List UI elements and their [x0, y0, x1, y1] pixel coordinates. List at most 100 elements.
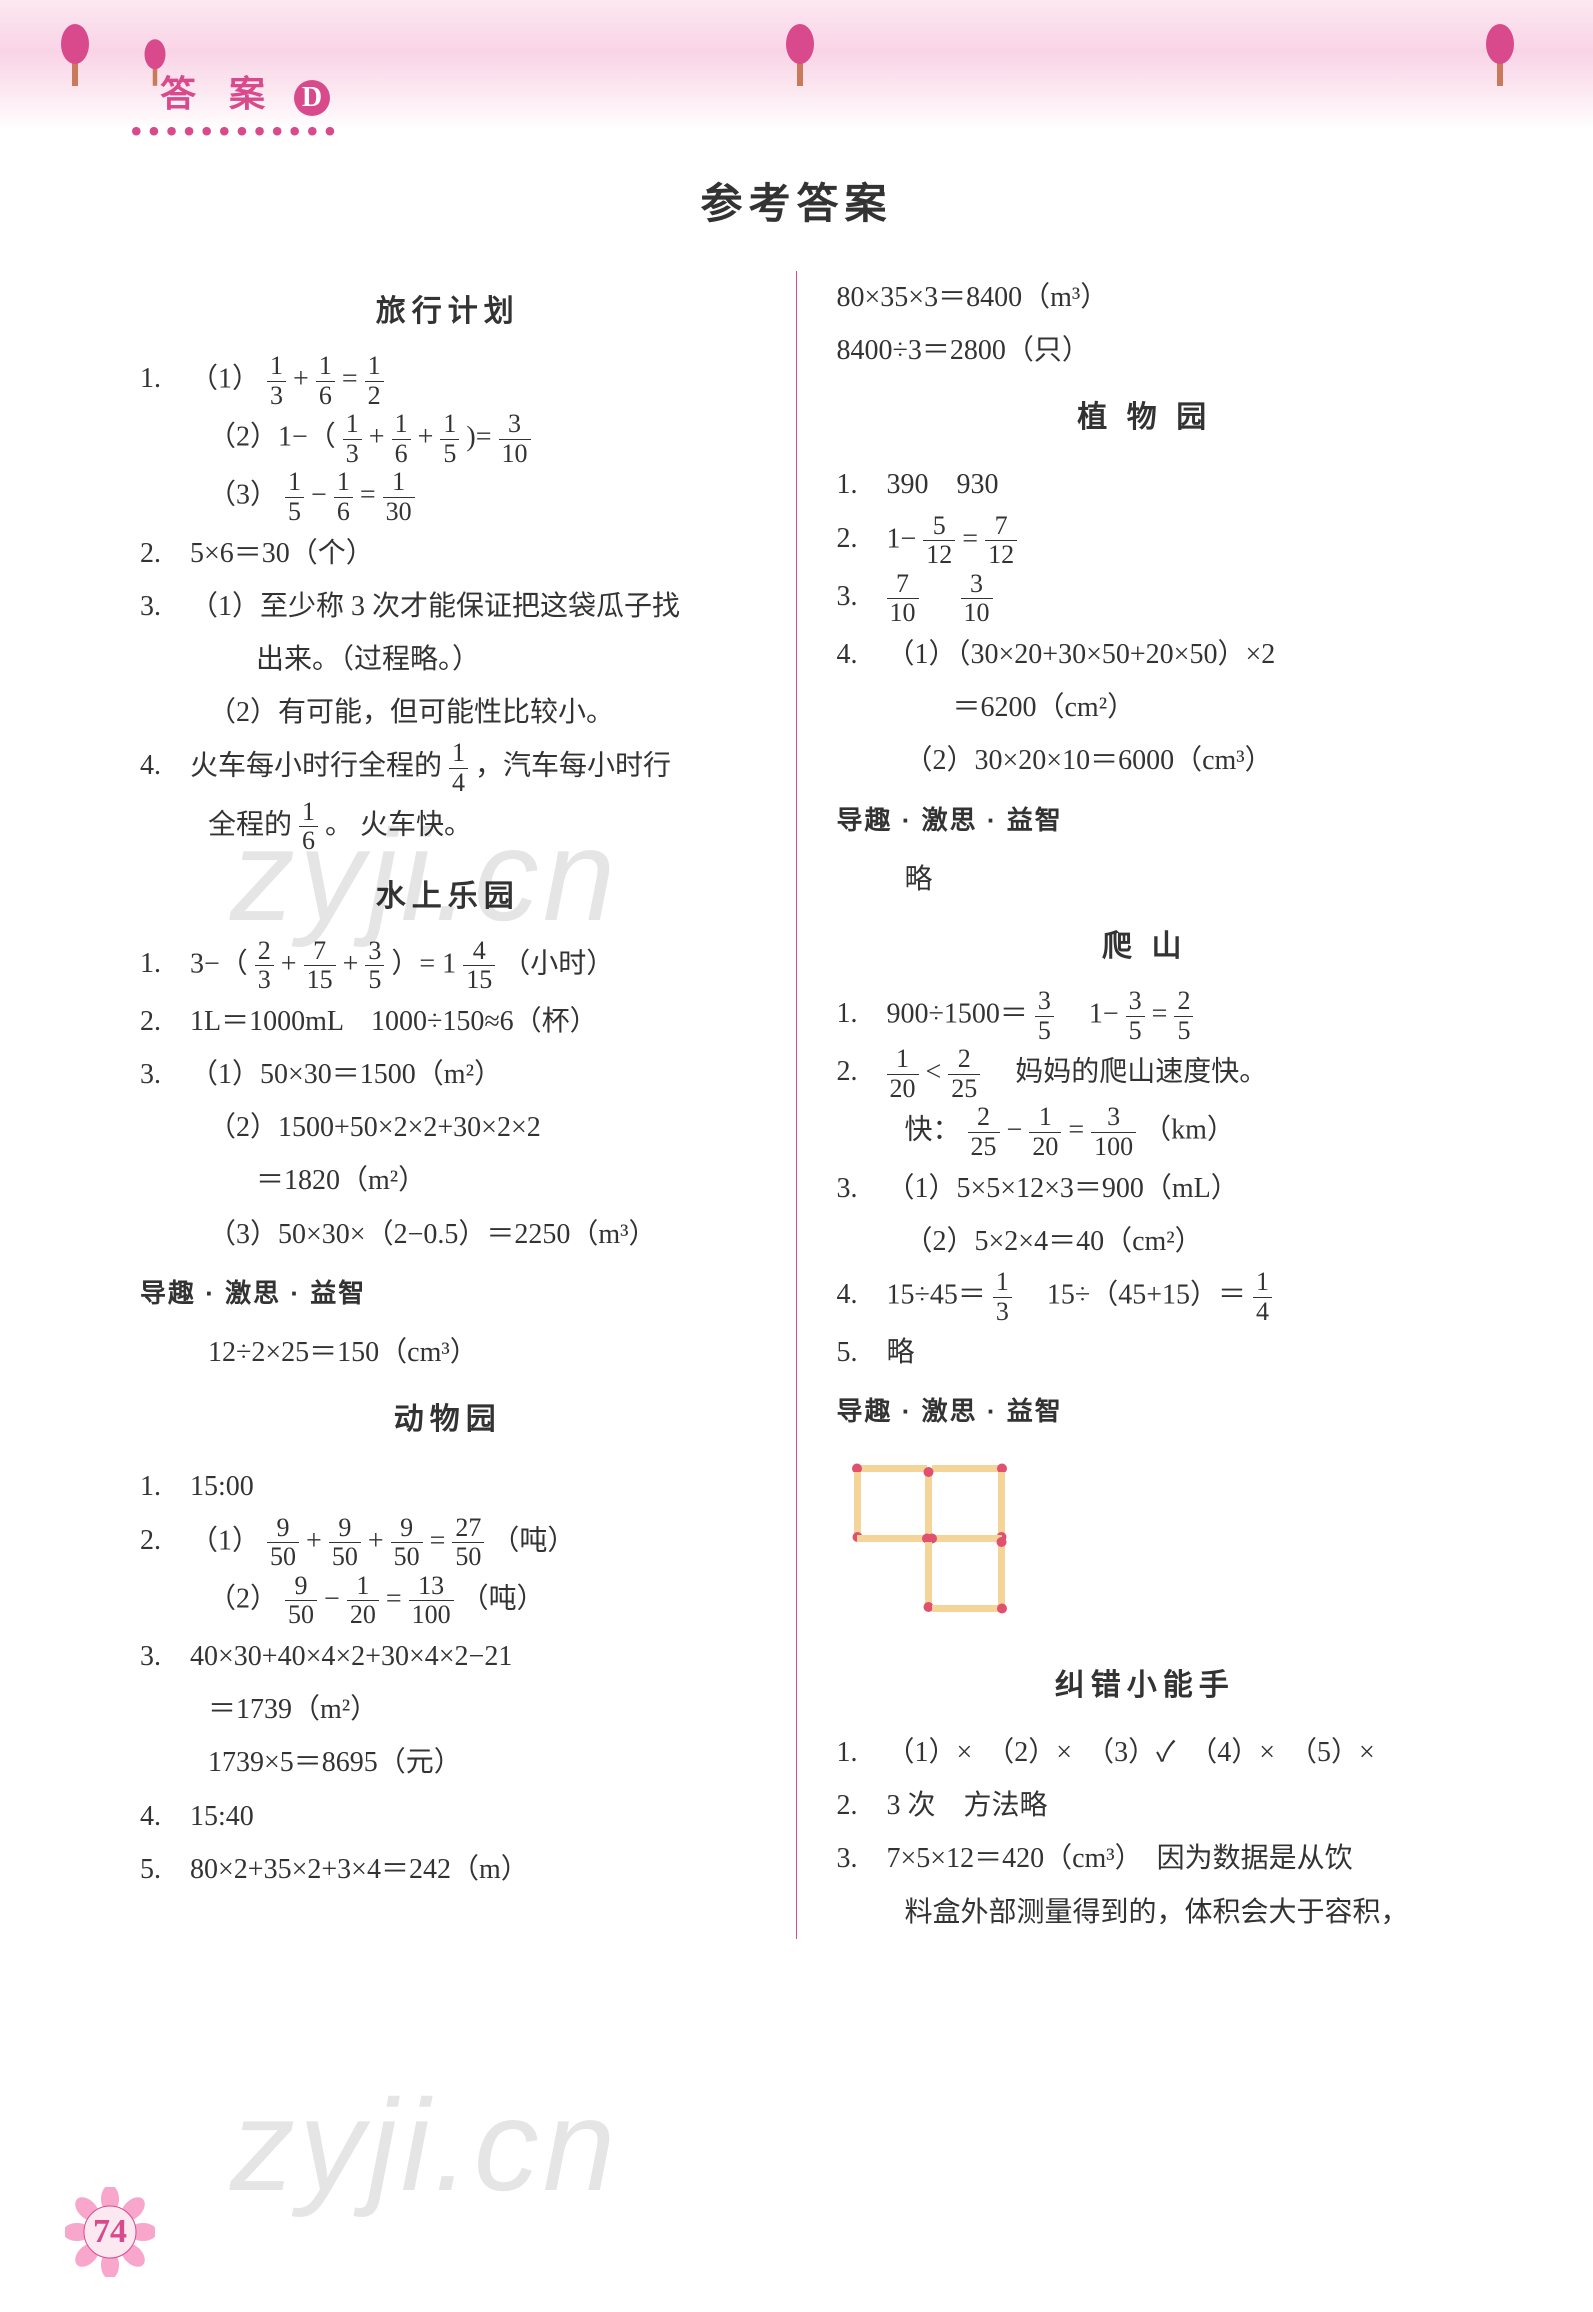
- section-title-correct: 纠错小能手: [837, 1657, 1454, 1714]
- den: 3: [267, 382, 286, 411]
- content-columns: 旅行计划 1. （1） 13 + 16 = 12 （2）1−（ 13 + 16 …: [0, 271, 1593, 1939]
- d: 3: [993, 1298, 1012, 1327]
- fraction: 950: [391, 1514, 423, 1572]
- txt: 。 火车快。: [325, 809, 472, 840]
- fraction: 13: [267, 352, 286, 410]
- num: 1: [316, 352, 335, 382]
- l-s3-q3c: 1739×5＝8695（元）: [140, 1736, 756, 1789]
- txt: 全程的: [208, 809, 292, 840]
- header-label-text: 答 案: [160, 74, 277, 114]
- txt: 妈妈的爬山速度快。: [987, 1057, 1267, 1088]
- n: 3: [365, 937, 384, 967]
- l-s2-q3-2b: ＝1820（m²）: [140, 1154, 756, 1207]
- fraction: 310: [961, 570, 993, 628]
- d: 50: [391, 1543, 423, 1572]
- fraction: 3100: [1091, 1103, 1136, 1161]
- d: 15: [304, 966, 336, 995]
- r-s3-q1: 1.（1）× （2）× （3）✓ （4）× （5）×: [837, 1726, 1454, 1779]
- left-column: 旅行计划 1. （1） 13 + 16 = 12 （2）1−（ 13 + 16 …: [120, 271, 797, 1939]
- txt: （3）: [208, 480, 278, 511]
- op: =: [386, 1583, 402, 1614]
- body: 15÷45＝ 13 15÷（45+15）＝ 14: [887, 1268, 1454, 1326]
- op: =: [1068, 1115, 1084, 1146]
- l-s2-subtitle: 导趣 · 激思 · 益智: [140, 1269, 756, 1318]
- l-s1-q1-2: （2）1−（ 13 + 16 + 15 )= 310: [140, 410, 756, 468]
- d: 25: [948, 1075, 980, 1104]
- r-s1-q2: 2. 1− 512 = 712: [837, 512, 1454, 570]
- fraction: 15: [440, 410, 459, 468]
- fraction: 225: [968, 1103, 1000, 1161]
- txt: ）= 1: [391, 948, 456, 979]
- fraction: 15: [285, 468, 304, 526]
- d: 50: [329, 1543, 361, 1572]
- d: 4: [1253, 1298, 1272, 1327]
- section-title-garden: 植 物 园: [837, 389, 1454, 446]
- n: 1: [993, 1268, 1012, 1298]
- num: 2.: [837, 1779, 887, 1832]
- op: +: [343, 948, 359, 979]
- matchstick-figure: [837, 1447, 1454, 1645]
- watermark: zyji.cn: [230, 2070, 619, 2220]
- d: 20: [1029, 1133, 1061, 1162]
- r-s2-q5: 5.略: [837, 1326, 1454, 1379]
- fraction: 950: [285, 1572, 317, 1630]
- page-number: 74: [93, 2213, 127, 2251]
- item-num: 1.: [140, 352, 190, 410]
- fraction: 715: [304, 937, 336, 995]
- body: 710 310: [887, 570, 1454, 628]
- r-s2-subtitle: 导趣 · 激思 · 益智: [837, 1387, 1454, 1436]
- num: 1: [267, 352, 286, 382]
- l-s3-q3b: ＝1739（m²）: [140, 1683, 756, 1736]
- r-s1-q4-1b: ＝6200（cm²）: [837, 681, 1454, 734]
- txt: （2）1−（: [208, 422, 336, 453]
- n: 1: [299, 798, 318, 828]
- section-title-zoo: 动物园: [140, 1391, 756, 1448]
- d: 5: [440, 440, 459, 469]
- n: 3: [1126, 987, 1145, 1017]
- num: 3.: [837, 570, 887, 628]
- txt: 15÷（45+15）＝: [1019, 1280, 1246, 1311]
- n: 9: [285, 1572, 317, 1602]
- txt: （小时）: [502, 948, 614, 979]
- d: 50: [285, 1601, 317, 1630]
- fraction: 415: [463, 937, 495, 995]
- body: （1）50×30＝1500（m²）: [190, 1048, 756, 1101]
- num: 1.: [837, 458, 887, 511]
- page-number-badge: 74: [65, 2187, 155, 2277]
- tree-icon: [780, 20, 820, 90]
- n: 1: [440, 410, 459, 440]
- d: 25: [968, 1133, 1000, 1162]
- d: 5: [1174, 1017, 1193, 1046]
- d: 6: [299, 827, 318, 856]
- num: 4.: [140, 1790, 190, 1843]
- d: 5: [1126, 1017, 1145, 1046]
- num: 3.: [140, 1630, 190, 1683]
- r-s1-q4: 4.（1）（30×20+30×50+20×50）×2: [837, 628, 1454, 681]
- op: −: [311, 480, 327, 511]
- l-s1-q2: 2.5×6＝30（个）: [140, 527, 756, 580]
- n: 9: [329, 1514, 361, 1544]
- d: 3: [343, 440, 362, 469]
- num: 4.: [837, 628, 887, 681]
- fraction: 16: [299, 798, 318, 856]
- l-s2-q3: 3.（1）50×30＝1500（m²）: [140, 1048, 756, 1101]
- d: 100: [409, 1601, 454, 1630]
- body: 390 930: [887, 458, 1454, 511]
- fraction: 120: [887, 1045, 919, 1103]
- n: 1: [1253, 1268, 1272, 1298]
- body: 15:40: [190, 1790, 756, 1843]
- txt: （吨）: [491, 1525, 575, 1556]
- op: −: [1007, 1115, 1023, 1146]
- num: 2.: [837, 512, 887, 570]
- fraction: 16: [316, 352, 335, 410]
- r-s3-q2: 2.3 次 方法略: [837, 1779, 1454, 1832]
- op: +: [418, 422, 434, 453]
- fraction: 25: [1174, 987, 1193, 1045]
- n: 1: [343, 410, 362, 440]
- l-s2-q1: 1. 3−（ 23 + 715 + 35 ）= 1 415 （小时）: [140, 937, 756, 995]
- body: （1） 950 + 950 + 950 = 2750 （吨）: [190, 1514, 756, 1572]
- r-s2-q2b: 快： 225 − 120 = 3100 （km）: [837, 1103, 1454, 1161]
- op: =: [360, 480, 376, 511]
- fraction: 512: [923, 512, 955, 570]
- body: 900÷1500＝ 35 1− 35 = 25: [887, 987, 1454, 1045]
